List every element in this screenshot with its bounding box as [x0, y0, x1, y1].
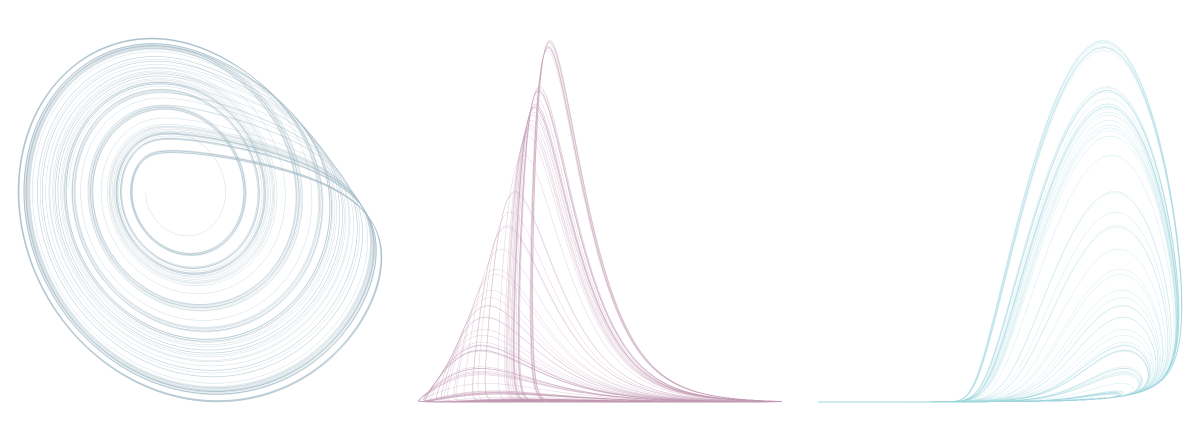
attractor-projection [817, 39, 1183, 403]
attractor-projection [17, 37, 383, 403]
attractor-projection [417, 39, 783, 403]
